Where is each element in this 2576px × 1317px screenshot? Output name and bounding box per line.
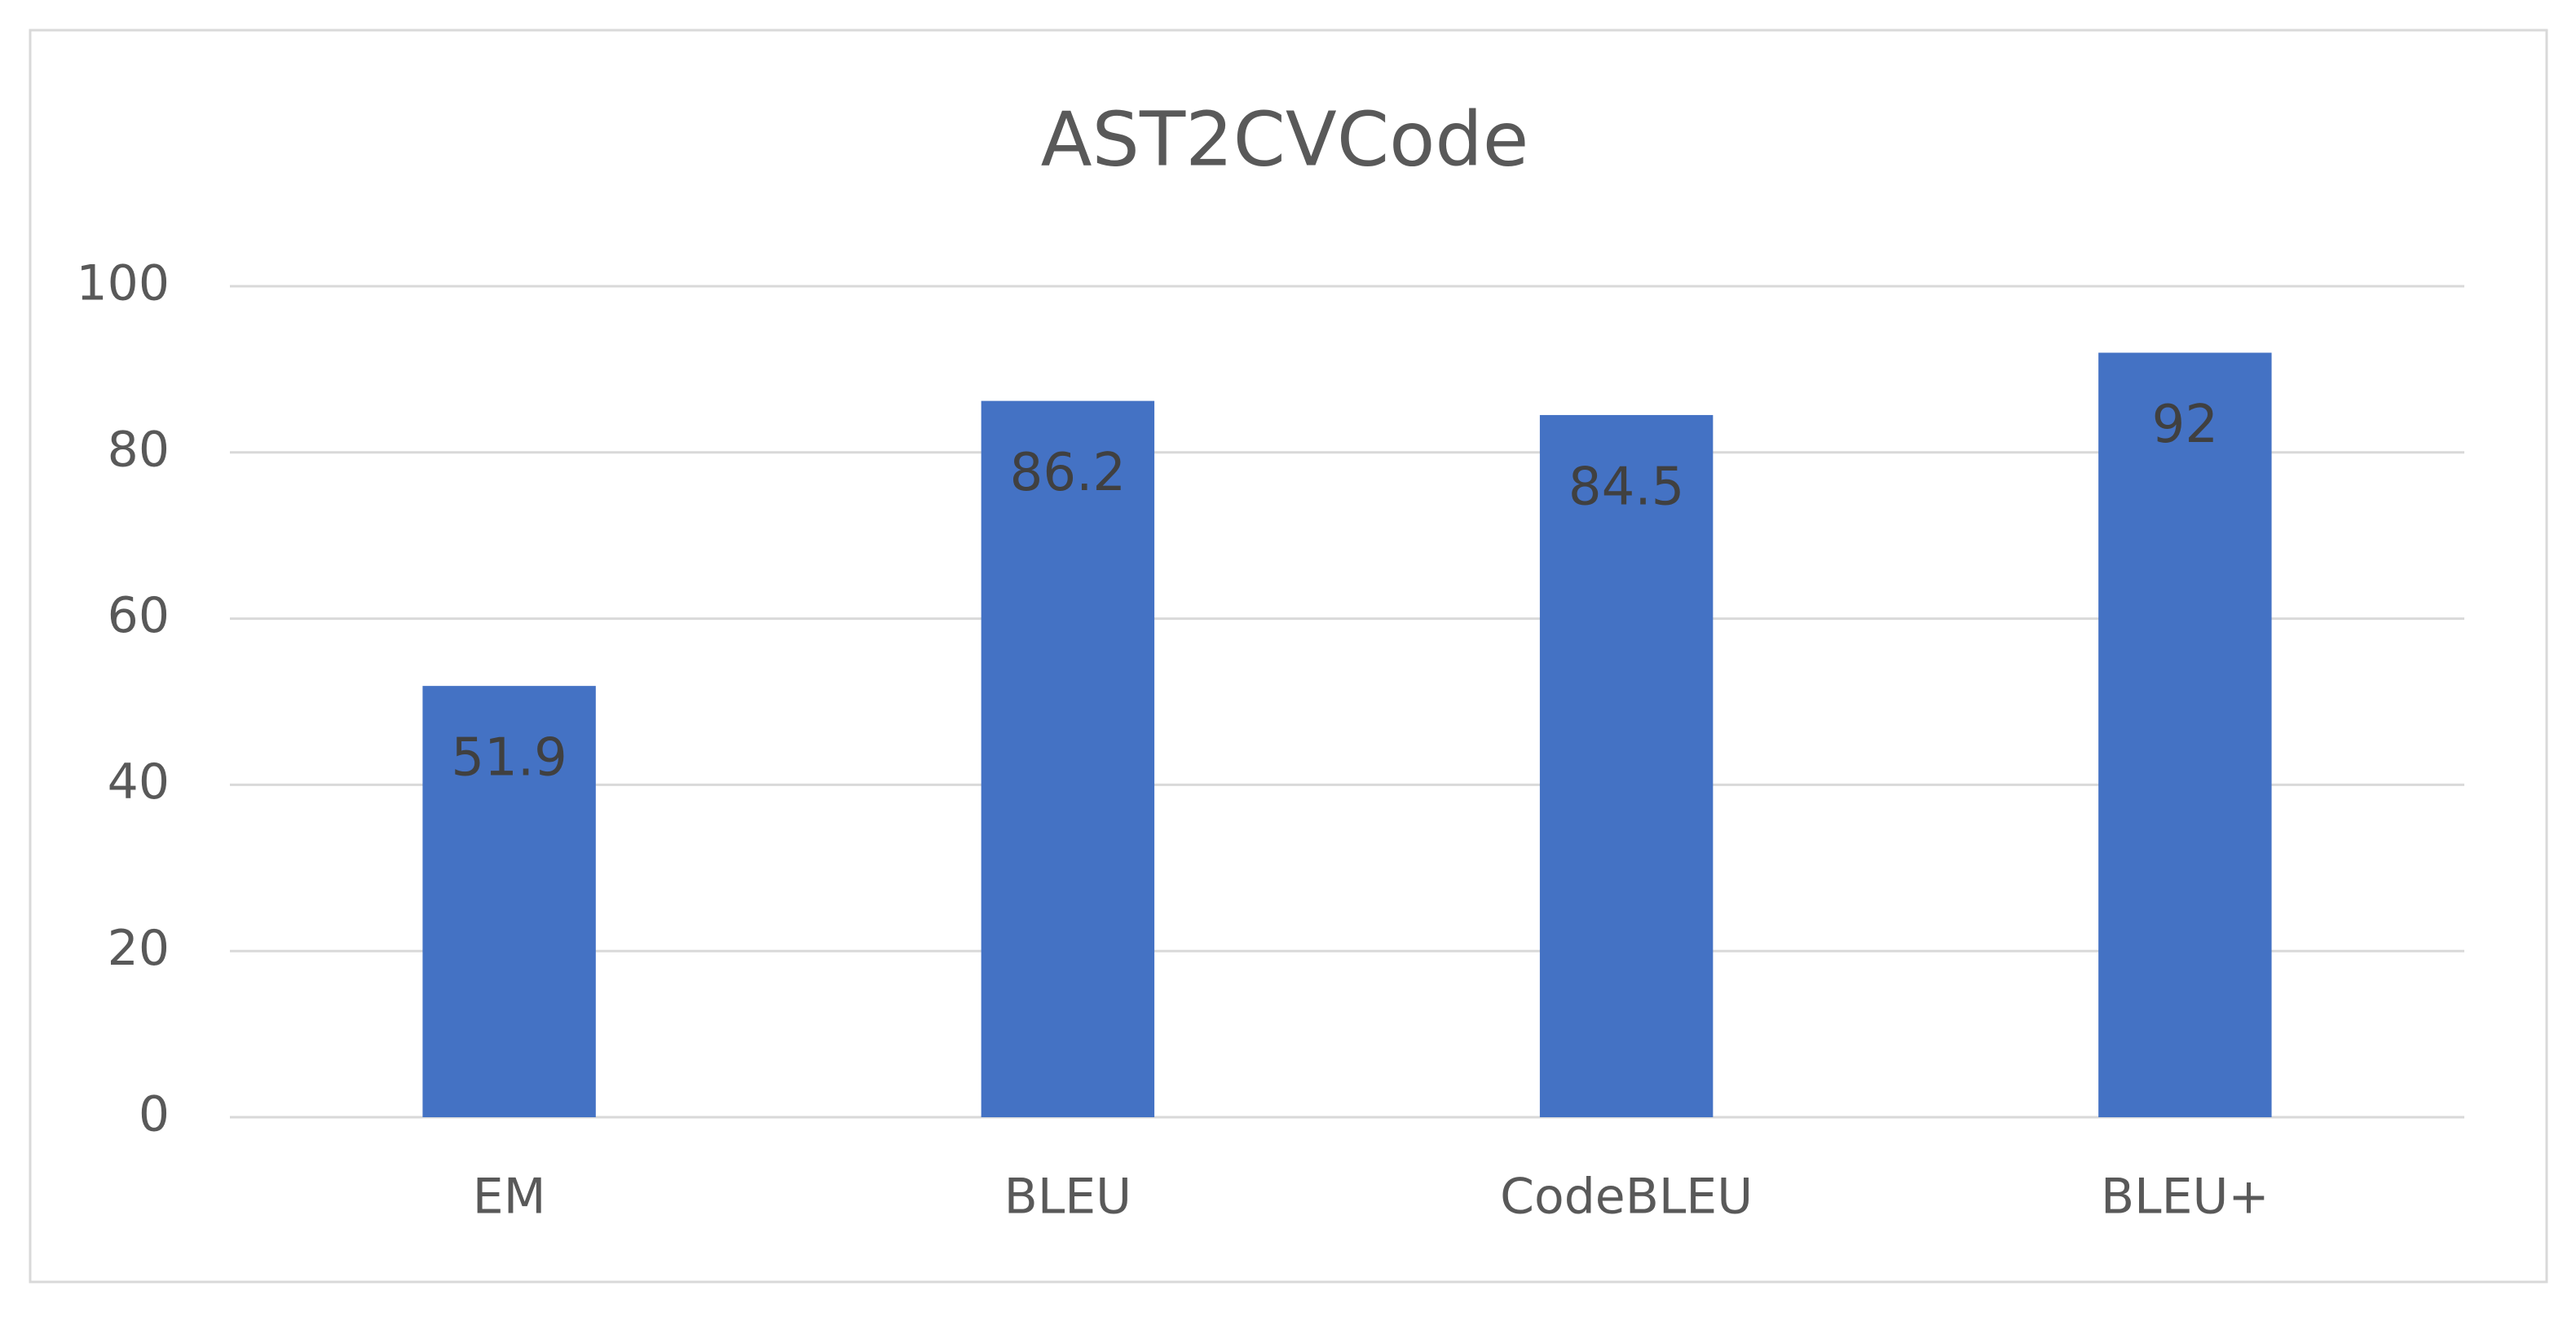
x-tick-label: EM — [473, 1169, 546, 1226]
y-tick-label: 40 — [108, 754, 170, 811]
y-tick-label: 60 — [108, 587, 170, 644]
data-label: 51.9 — [451, 728, 567, 789]
bar — [2098, 352, 2272, 1117]
data-label: 84.5 — [1568, 457, 1685, 518]
bar — [422, 686, 596, 1117]
data-label: 92 — [2152, 395, 2218, 455]
data-label: 86.2 — [1010, 443, 1127, 503]
chart-title: AST2CVCode — [1041, 95, 1529, 183]
x-tick-label: BLEU — [1004, 1169, 1131, 1226]
y-tick-label: 20 — [108, 920, 170, 977]
x-tick-label: CodeBLEU — [1500, 1169, 1753, 1226]
bar — [1539, 414, 1714, 1117]
y-tick-label: 100 — [76, 255, 170, 312]
y-tick-label: 0 — [139, 1086, 170, 1143]
y-tick-label: 80 — [108, 421, 170, 478]
bar — [981, 400, 1155, 1117]
x-tick-label: BLEU+ — [2101, 1169, 2269, 1226]
